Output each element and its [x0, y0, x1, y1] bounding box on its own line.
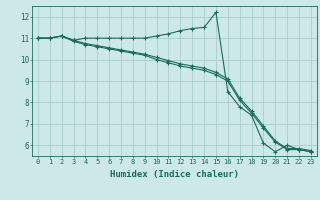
X-axis label: Humidex (Indice chaleur): Humidex (Indice chaleur)	[110, 170, 239, 179]
